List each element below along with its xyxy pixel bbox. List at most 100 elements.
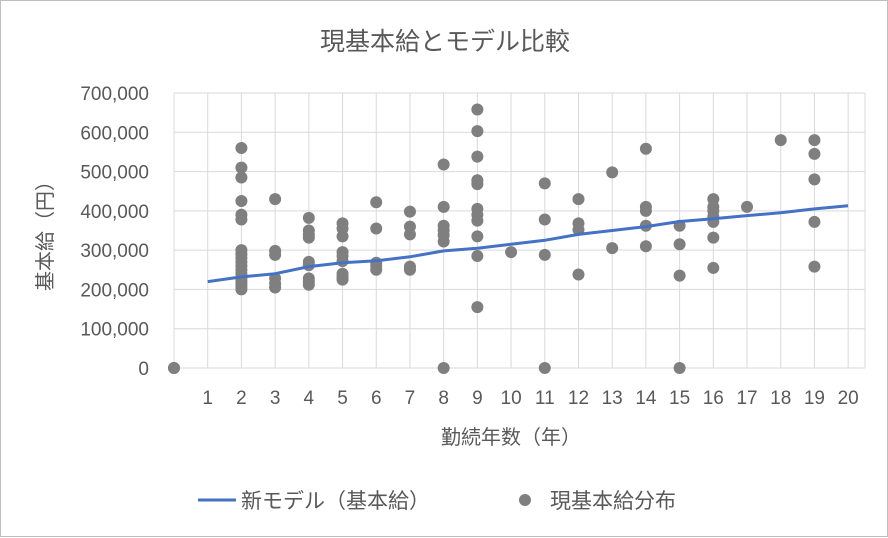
data-point [572, 193, 585, 206]
legend-label-current: 現基本給分布 [550, 489, 676, 513]
data-point [403, 205, 416, 218]
x-axis-label: 勤続年数（年） [441, 425, 581, 449]
y-tick-label: 400,000 [80, 202, 149, 223]
data-point [741, 200, 754, 213]
data-point [269, 193, 282, 206]
data-point [471, 250, 484, 263]
data-point [370, 196, 383, 209]
x-tick-label: 5 [337, 388, 348, 409]
data-point [808, 147, 821, 160]
data-point [269, 248, 282, 261]
data-point [471, 178, 484, 191]
x-tick-label: 4 [304, 388, 315, 409]
data-point [269, 281, 282, 294]
x-tick-label: 20 [838, 388, 859, 409]
x-tick-label: 9 [472, 388, 483, 409]
x-tick-label: 12 [568, 388, 589, 409]
data-point [370, 222, 383, 235]
data-point [437, 200, 450, 213]
scatter-points [168, 103, 821, 374]
data-point [370, 263, 383, 276]
y-axis-ticks: 0 100,000 200,000 300,000 400,000 500,000 600,… [80, 84, 149, 380]
data-point [808, 173, 821, 186]
grid-lines [173, 92, 866, 369]
x-tick-label: 18 [770, 388, 791, 409]
data-point [673, 362, 686, 374]
x-tick-label: 16 [703, 388, 724, 409]
data-point [471, 214, 484, 227]
data-point [437, 235, 450, 248]
model-line [207, 204, 849, 284]
x-tick-label: 7 [405, 388, 416, 409]
data-point [572, 268, 585, 281]
data-point [606, 242, 619, 255]
x-tick-label: 3 [270, 388, 281, 409]
data-point [235, 195, 248, 208]
x-tick-label: 1 [202, 388, 213, 409]
x-tick-label: 2 [236, 388, 247, 409]
x-tick-label: 15 [669, 388, 690, 409]
legend-point-swatch [519, 494, 531, 506]
data-point [437, 158, 450, 171]
data-point [639, 204, 652, 217]
data-point [707, 231, 720, 244]
x-axis-ticks: 1 2 3 4 5 6 7 8 9 10 11 12 13 14 15 16 17 18 19 20 [202, 388, 858, 409]
data-point [505, 246, 518, 259]
data-point [235, 142, 248, 154]
y-axis-label: 基本給（円） [33, 171, 57, 291]
data-point [538, 362, 551, 374]
x-tick-label: 6 [371, 388, 382, 409]
data-point [437, 362, 450, 374]
data-point [471, 150, 484, 163]
x-tick-label: 14 [635, 388, 657, 409]
data-point [639, 240, 652, 253]
data-point [808, 134, 821, 147]
chart-title: 現基本給とモデル比較 [320, 27, 570, 56]
y-tick-label: 700,000 [80, 84, 149, 105]
data-point [235, 213, 248, 226]
x-tick-label: 8 [438, 388, 449, 409]
data-point [403, 228, 416, 241]
x-tick-label: 11 [535, 388, 555, 409]
data-point [606, 166, 619, 179]
data-point [235, 161, 248, 174]
data-point [538, 213, 551, 226]
data-point [471, 103, 484, 116]
data-point [707, 261, 720, 274]
x-tick-label: 19 [804, 388, 825, 409]
series-line-model [207, 204, 849, 284]
data-point [673, 238, 686, 251]
data-point [471, 230, 484, 243]
data-point [471, 125, 484, 138]
data-point [302, 278, 315, 291]
data-point [538, 177, 551, 190]
data-point [403, 263, 416, 276]
y-tick-label: 100,000 [80, 320, 149, 341]
data-point [538, 248, 551, 261]
data-point [808, 260, 821, 273]
data-point [302, 211, 315, 224]
legend-label-model: 新モデル（基本給） [241, 489, 430, 513]
data-point [471, 301, 484, 314]
data-point [336, 230, 349, 243]
y-tick-label: 600,000 [80, 123, 149, 144]
legend: 新モデル（基本給） 現基本給分布 [198, 489, 676, 513]
data-point [235, 171, 248, 184]
y-tick-label: 0 [138, 359, 149, 380]
x-tick-label: 10 [501, 388, 522, 409]
data-point [774, 134, 787, 147]
y-tick-label: 500,000 [80, 163, 149, 184]
x-tick-label: 17 [736, 388, 757, 409]
data-point [235, 283, 248, 296]
data-point [302, 231, 315, 244]
data-point [336, 273, 349, 286]
data-point [168, 362, 180, 374]
x-tick-label: 13 [602, 388, 623, 409]
y-tick-label: 200,000 [80, 280, 149, 301]
data-point [808, 215, 821, 228]
data-point [673, 269, 686, 282]
y-tick-label: 300,000 [80, 241, 149, 262]
data-point [639, 142, 652, 155]
